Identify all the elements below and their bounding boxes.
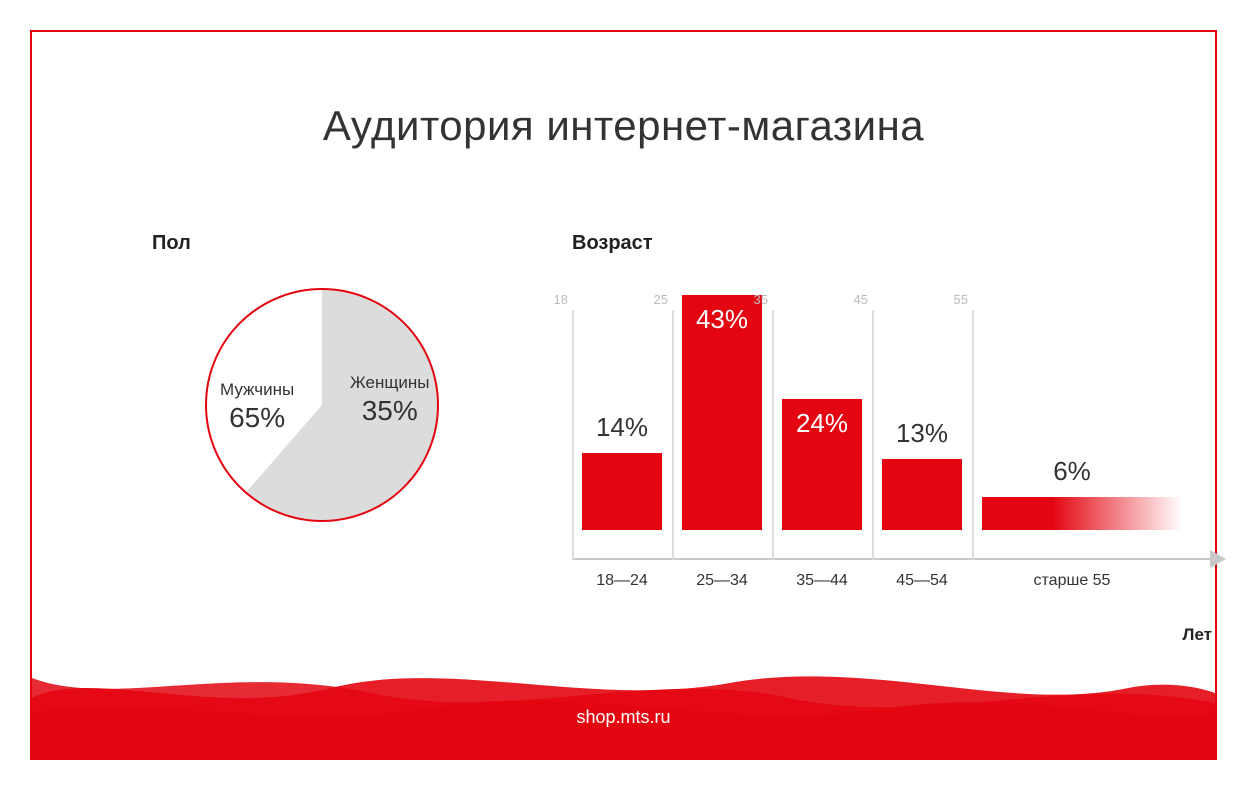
age-boundary-label: 45 [854, 292, 872, 307]
age-boundary-label: 55 [954, 292, 972, 307]
age-tick: 18—24 [572, 572, 672, 590]
x-axis [572, 558, 1212, 560]
age-boundary: 45 [872, 310, 874, 560]
x-axis-arrow-icon [1210, 550, 1226, 568]
age-tick: 25—34 [672, 572, 772, 590]
outer-frame: Аудитория интернет-магазина Пол Мужчины … [30, 30, 1217, 760]
footer-text: shop.mts.ru [32, 707, 1215, 728]
age-bar-value: 43% [672, 304, 772, 335]
pie-label-male: Мужчины 65% [220, 380, 294, 434]
age-plot: 14% 43% 24%13%6% [572, 280, 1212, 560]
age-bar-value: 14% [572, 412, 672, 443]
page-title: Аудитория интернет-магазина [32, 102, 1215, 150]
gender-pie: Мужчины 65% Женщины 35% [202, 285, 442, 525]
gender-title: Пол [152, 232, 492, 255]
age-boundary: 35 [772, 310, 774, 560]
pie-label-female-value: 35% [350, 395, 429, 427]
brush-svg [32, 638, 1215, 758]
age-tick: 35—44 [772, 572, 872, 590]
gender-section: Пол Мужчины 65% Женщины 35% [152, 232, 492, 525]
age-bar [982, 497, 1182, 530]
age-bar [582, 453, 662, 530]
pie-label-female: Женщины 35% [350, 373, 429, 427]
age-boundary-label: 35 [754, 292, 772, 307]
age-chart: 14%43%24%13%6% Лет 182535455518—2425—343… [572, 280, 1212, 590]
age-section: Возраст 14%43%24%13%6% Лет 182535455518—… [572, 232, 1232, 590]
age-tick: старше 55 [972, 572, 1172, 590]
age-title: Возраст [572, 232, 1232, 255]
age-bar-value: 13% [872, 418, 972, 449]
age-tick: 45—54 [872, 572, 972, 590]
pie-label-male-value: 65% [220, 402, 294, 434]
age-bar-value: 24% [772, 408, 872, 439]
pie-label-female-text: Женщины [350, 373, 429, 393]
age-boundary: 55 [972, 310, 974, 560]
age-boundary: 18 [572, 310, 574, 560]
age-boundary: 25 [672, 310, 674, 560]
age-boundary-label: 18 [554, 292, 572, 307]
age-boundary-label: 25 [654, 292, 672, 307]
age-bar [882, 459, 962, 530]
pie-label-male-text: Мужчины [220, 380, 294, 400]
footer-brush [32, 638, 1215, 758]
age-bar-value: 6% [972, 456, 1172, 487]
